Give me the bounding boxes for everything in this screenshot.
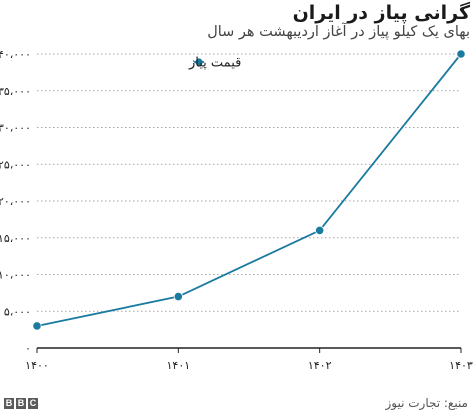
legend: قیمت پیاز bbox=[188, 56, 241, 71]
x-axis-tick-labels: ۱۴۰۰ ۱۴۰۱ ۱۴۰۲ ۱۴۰۳ bbox=[25, 359, 473, 372]
data-point bbox=[32, 321, 42, 331]
y-tick-label: ۵،۰۰۰ bbox=[4, 305, 31, 318]
y-axis-tick-labels: ۰ ۵،۰۰۰ ۱۰،۰۰۰ ۱۵،۰۰۰ ۲۰،۰۰۰ ۲۵،۰۰۰ ۳۰،۰۰۰ ۳۵،۰… bbox=[0, 48, 31, 355]
data-point bbox=[315, 225, 325, 235]
data-point bbox=[456, 49, 466, 59]
y-tick-label: ۱۰،۰۰۰ bbox=[0, 269, 31, 282]
bbc-logo-letter: B bbox=[4, 398, 14, 409]
series-layer bbox=[32, 49, 466, 331]
legend-marker bbox=[195, 58, 203, 66]
y-tick-label: ۰ bbox=[25, 342, 31, 355]
x-tick-label: ۱۴۰۳ bbox=[449, 359, 473, 372]
bbc-logo-letter: B bbox=[16, 398, 26, 409]
y-tick-label: ۲۵،۰۰۰ bbox=[0, 158, 31, 171]
legend-label: قیمت پیاز bbox=[188, 56, 241, 71]
bbc-logo: B B C bbox=[4, 398, 38, 409]
chart-subtitle: بهای یک کیلو پیاز در آغاز اردیبهشت هر سا… bbox=[207, 24, 470, 40]
x-tick-label: ۱۴۰۰ bbox=[25, 359, 49, 372]
y-tick-label: ۳۰،۰۰۰ bbox=[0, 122, 31, 135]
y-tick-label: ۲۰،۰۰۰ bbox=[0, 195, 31, 208]
x-tick-label: ۱۴۰۱ bbox=[167, 359, 191, 372]
chart-title: گرانی پیاز در ایران bbox=[292, 2, 470, 24]
y-tick-label: ۱۵،۰۰۰ bbox=[0, 232, 31, 245]
x-axis bbox=[36, 347, 462, 353]
bbc-logo-letter: C bbox=[28, 398, 38, 409]
data-point bbox=[173, 291, 183, 302]
grid-lines bbox=[37, 53, 461, 312]
series-line bbox=[36, 53, 462, 327]
line-chart: ۰ ۵،۰۰۰ ۱۰،۰۰۰ ۱۵،۰۰۰ ۲۰،۰۰۰ ۲۵،۰۰۰ ۳۰،۰۰۰ ۳۵،۰… bbox=[0, 48, 473, 372]
y-tick-label: ۴۰،۰۰۰ bbox=[0, 48, 31, 61]
y-tick-label: ۳۵،۰۰۰ bbox=[0, 85, 31, 98]
x-tick-label: ۱۴۰۲ bbox=[308, 359, 332, 372]
source-note: منبع: تجارت نیوز bbox=[385, 396, 468, 410]
